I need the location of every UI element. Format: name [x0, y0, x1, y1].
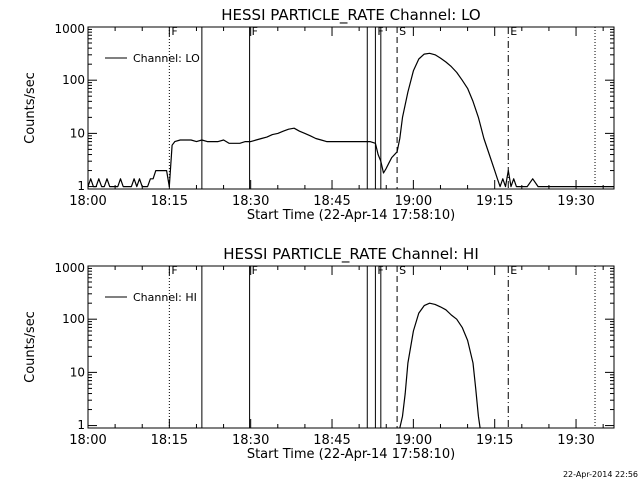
event-marker-label: S — [399, 264, 406, 277]
legend-label: Channel: HI — [133, 291, 197, 304]
x-tick-label: 19:00 — [395, 433, 432, 448]
y-tick-label: 1000 — [54, 22, 85, 36]
chart-title: HESSI PARTICLE_RATE Channel: LO — [221, 6, 480, 25]
x-axis-label: Start Time (22-Apr-14 17:58:10) — [247, 208, 455, 223]
event-marker-label: F — [171, 264, 177, 277]
footer-timestamp: 22-Apr-2014 22:56 — [562, 470, 638, 479]
y-tick-label: 10 — [70, 365, 85, 379]
event-marker-label: E — [510, 264, 517, 277]
chart-title: HESSI PARTICLE_RATE Channel: HI — [223, 245, 479, 264]
y-tick-label: 100 — [62, 312, 85, 326]
event-marker-label: E — [510, 25, 517, 38]
x-tick-label: 18:45 — [313, 433, 350, 448]
x-tick-label: 18:00 — [69, 433, 106, 448]
x-tick-label: 18:30 — [232, 433, 269, 448]
x-tick-label: 19:15 — [476, 433, 513, 448]
event-marker-label: F — [252, 264, 258, 277]
y-tick-label: 1 — [77, 418, 85, 432]
x-tick-label: 19:30 — [557, 433, 594, 448]
y-axis-label: Counts/sec — [23, 72, 38, 144]
x-tick-label: 18:30 — [232, 194, 269, 209]
x-tick-label: 18:15 — [151, 194, 188, 209]
event-marker-label: F — [171, 25, 177, 38]
x-tick-label: 19:30 — [557, 194, 594, 209]
x-tick-label: 19:15 — [476, 194, 513, 209]
x-tick-label: 19:00 — [395, 194, 432, 209]
y-tick-label: 1 — [77, 179, 85, 193]
y-tick-label: 100 — [62, 73, 85, 87]
event-marker-label: F — [252, 25, 258, 38]
event-marker-label: S — [399, 25, 406, 38]
y-tick-label: 10 — [70, 126, 85, 140]
series-line — [399, 302, 481, 429]
series-line — [87, 52, 614, 188]
y-tick-label: 1000 — [54, 261, 85, 275]
x-tick-label: 18:45 — [313, 194, 350, 209]
x-tick-label: 18:00 — [69, 194, 106, 209]
x-tick-label: 18:15 — [151, 433, 188, 448]
legend-label: Channel: LO — [133, 52, 200, 65]
x-axis-label: Start Time (22-Apr-14 17:58:10) — [247, 447, 455, 462]
y-axis-label: Counts/sec — [23, 311, 38, 383]
